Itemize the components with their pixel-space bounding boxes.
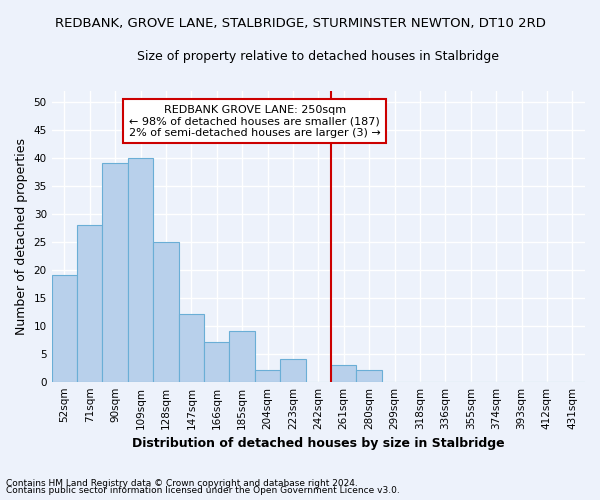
Bar bbox=[229, 332, 255, 382]
Y-axis label: Number of detached properties: Number of detached properties bbox=[15, 138, 28, 334]
Bar bbox=[179, 314, 204, 382]
Text: REDBANK, GROVE LANE, STALBRIDGE, STURMINSTER NEWTON, DT10 2RD: REDBANK, GROVE LANE, STALBRIDGE, STURMIN… bbox=[55, 18, 545, 30]
Text: Contains HM Land Registry data © Crown copyright and database right 2024.: Contains HM Land Registry data © Crown c… bbox=[6, 478, 358, 488]
Title: Size of property relative to detached houses in Stalbridge: Size of property relative to detached ho… bbox=[137, 50, 499, 63]
Bar bbox=[52, 276, 77, 382]
Bar bbox=[128, 158, 153, 382]
Bar bbox=[356, 370, 382, 382]
Bar bbox=[280, 360, 305, 382]
Bar bbox=[255, 370, 280, 382]
Bar bbox=[77, 225, 103, 382]
Text: REDBANK GROVE LANE: 250sqm
← 98% of detached houses are smaller (187)
2% of semi: REDBANK GROVE LANE: 250sqm ← 98% of deta… bbox=[129, 104, 381, 138]
Bar bbox=[331, 365, 356, 382]
Bar bbox=[204, 342, 229, 382]
Bar bbox=[103, 164, 128, 382]
Text: Contains public sector information licensed under the Open Government Licence v3: Contains public sector information licen… bbox=[6, 486, 400, 495]
X-axis label: Distribution of detached houses by size in Stalbridge: Distribution of detached houses by size … bbox=[132, 437, 505, 450]
Bar bbox=[153, 242, 179, 382]
